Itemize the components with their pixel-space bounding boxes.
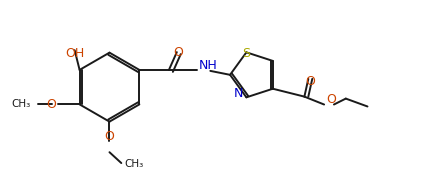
Text: O: O bbox=[173, 46, 183, 59]
Text: CH₃: CH₃ bbox=[11, 99, 30, 109]
Text: O: O bbox=[46, 98, 56, 111]
Text: OH: OH bbox=[65, 47, 84, 60]
Text: CH₃: CH₃ bbox=[124, 159, 143, 169]
Text: NH: NH bbox=[198, 59, 217, 72]
Text: O: O bbox=[305, 75, 315, 88]
Text: O: O bbox=[326, 93, 336, 106]
Text: N: N bbox=[234, 87, 243, 100]
Text: S: S bbox=[242, 47, 250, 60]
Text: O: O bbox=[104, 130, 114, 143]
